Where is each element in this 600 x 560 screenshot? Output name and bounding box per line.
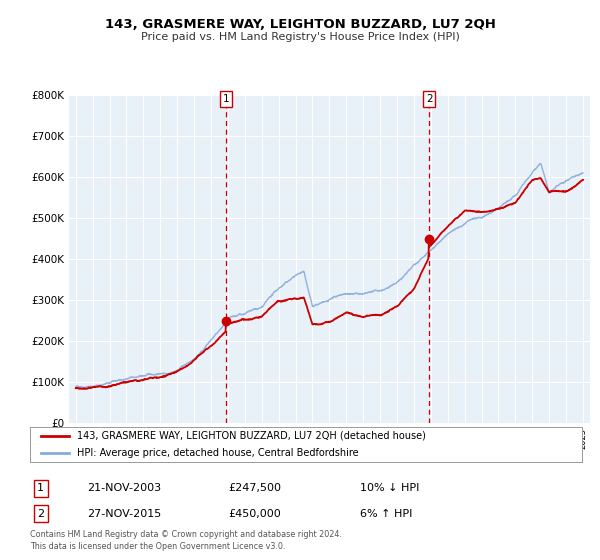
Text: 1: 1 <box>223 94 230 104</box>
Text: Contains HM Land Registry data © Crown copyright and database right 2024.: Contains HM Land Registry data © Crown c… <box>30 530 342 539</box>
Text: 1: 1 <box>37 483 44 493</box>
Text: 27-NOV-2015: 27-NOV-2015 <box>87 508 161 519</box>
Text: This data is licensed under the Open Government Licence v3.0.: This data is licensed under the Open Gov… <box>30 542 286 551</box>
Text: £247,500: £247,500 <box>228 483 281 493</box>
Text: £450,000: £450,000 <box>228 508 281 519</box>
Text: 21-NOV-2003: 21-NOV-2003 <box>87 483 161 493</box>
Text: HPI: Average price, detached house, Central Bedfordshire: HPI: Average price, detached house, Cent… <box>77 448 359 458</box>
Text: 143, GRASMERE WAY, LEIGHTON BUZZARD, LU7 2QH (detached house): 143, GRASMERE WAY, LEIGHTON BUZZARD, LU7… <box>77 431 426 441</box>
Text: 2: 2 <box>37 508 44 519</box>
Text: 2: 2 <box>426 94 433 104</box>
Text: 10% ↓ HPI: 10% ↓ HPI <box>360 483 419 493</box>
Text: 143, GRASMERE WAY, LEIGHTON BUZZARD, LU7 2QH: 143, GRASMERE WAY, LEIGHTON BUZZARD, LU7… <box>104 18 496 31</box>
Text: 6% ↑ HPI: 6% ↑ HPI <box>360 508 412 519</box>
Text: Price paid vs. HM Land Registry's House Price Index (HPI): Price paid vs. HM Land Registry's House … <box>140 32 460 43</box>
